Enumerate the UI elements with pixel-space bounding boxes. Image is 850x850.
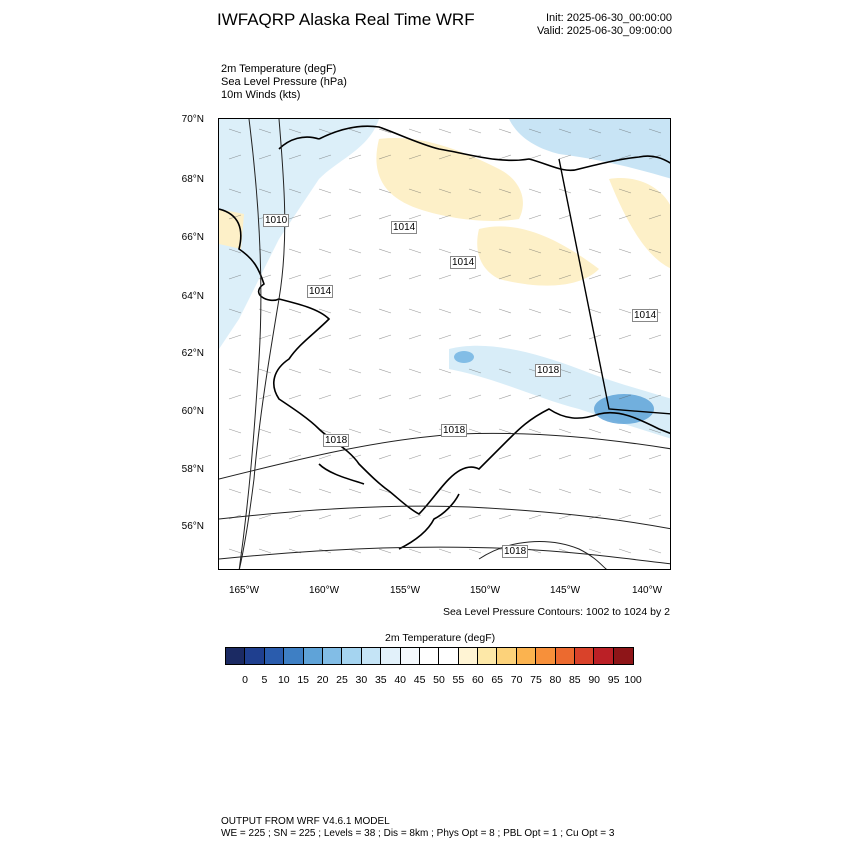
colorbar-label: 95 xyxy=(607,674,620,686)
colorbar-label: 55 xyxy=(452,674,465,686)
colorbar-swatch xyxy=(303,648,323,664)
colorbar-swatch xyxy=(245,648,265,664)
contour-label: 1014 xyxy=(307,285,334,298)
colorbar-label: 0 xyxy=(242,674,248,686)
colorbar-swatch xyxy=(439,648,459,664)
colorbar-swatch xyxy=(342,648,362,664)
contour-note: Sea Level Pressure Contours: 1002 to 102… xyxy=(442,606,670,618)
lat-label: 60°N xyxy=(181,406,204,417)
lon-label: 160°W xyxy=(308,585,340,596)
contour-label: 1018 xyxy=(535,364,562,377)
colorbar-swatch xyxy=(516,648,537,664)
colorbar-label: 80 xyxy=(549,674,562,686)
field-pressure: Sea Level Pressure (hPa) xyxy=(221,76,347,88)
colorbar-swatch xyxy=(613,648,634,664)
lat-label: 56°N xyxy=(181,521,204,532)
map-title: IWFAQRP Alaska Real Time WRF xyxy=(217,10,475,29)
field-temperature: 2m Temperature (degF) xyxy=(221,63,337,75)
colorbar-swatch xyxy=(458,648,479,664)
contour-label: 1010 xyxy=(263,214,290,227)
lon-label: 155°W xyxy=(389,585,421,596)
lat-label: 64°N xyxy=(181,291,204,302)
model-footer: OUTPUT FROM WRF V4.6.1 MODEL WE = 225 ; … xyxy=(221,816,614,840)
lon-label: 150°W xyxy=(469,585,501,596)
footer-config: WE = 225 ; SN = 225 ; Levels = 38 ; Dis … xyxy=(221,828,615,839)
init-time: Init: 2025-06-30_00:00:00 xyxy=(546,12,672,24)
colorbar-swatch xyxy=(400,648,420,664)
colorbar-swatch xyxy=(419,648,440,664)
colorbar-label: 10 xyxy=(277,674,290,686)
contour-label: 1018 xyxy=(502,545,529,558)
colorbar-title: 2m Temperature (degF) xyxy=(385,632,496,644)
colorbar-swatch xyxy=(478,648,498,664)
lat-label: 70°N xyxy=(181,114,204,125)
colorbar-swatch xyxy=(497,648,517,664)
colorbar-label: 50 xyxy=(433,674,445,686)
lat-label: 66°N xyxy=(181,232,204,243)
colorbar-swatch xyxy=(575,648,595,664)
colorbar-label: 70 xyxy=(510,674,523,686)
colorbar-label: 20 xyxy=(316,674,329,686)
colorbar-label: 100 xyxy=(624,674,642,686)
colorbar-label: 65 xyxy=(491,674,504,686)
colorbar-label: 60 xyxy=(471,674,484,686)
colorbar-label: 40 xyxy=(394,674,407,686)
colorbar-label: 25 xyxy=(336,674,348,686)
colorbar-swatch xyxy=(264,648,285,664)
border-line xyxy=(558,158,670,415)
colorbar-swatch xyxy=(226,648,246,664)
field-winds: 10m Winds (kts) xyxy=(221,89,301,101)
colorbar-label: 85 xyxy=(568,674,581,686)
run-times: Init: 2025-06-30_00:00:00 Valid: 2025-06… xyxy=(537,12,672,38)
contour-label: 1018 xyxy=(441,424,468,437)
coastline xyxy=(219,125,670,550)
colorbar-swatch xyxy=(594,648,614,664)
colorbar-swatch xyxy=(536,648,556,664)
lat-label: 68°N xyxy=(181,174,204,185)
lon-label: 165°W xyxy=(228,585,260,596)
map-panel[interactable]: 1010 1014 1014 1014 1014 1018 1018 1018 … xyxy=(218,118,671,570)
lon-label: 140°W xyxy=(631,585,663,596)
colorbar-swatch xyxy=(555,648,576,664)
colorbar-label: 30 xyxy=(355,674,368,686)
lat-label: 58°N xyxy=(181,464,204,475)
footer-model: OUTPUT FROM WRF V4.6.1 MODEL xyxy=(221,816,390,827)
colorbar-swatch xyxy=(284,648,304,664)
colorbar-swatch xyxy=(381,648,401,664)
colorbar-label: 90 xyxy=(588,674,601,686)
field-list: 2m Temperature (degF) Sea Level Pressure… xyxy=(221,63,347,102)
lat-label: 62°N xyxy=(181,348,204,359)
colorbar-label: 45 xyxy=(413,674,426,686)
colorbar-swatch xyxy=(361,648,382,664)
colorbar xyxy=(225,647,635,665)
colorbar-label: 5 xyxy=(261,674,268,686)
contour-label: 1018 xyxy=(323,434,350,447)
valid-time: Valid: 2025-06-30_09:00:00 xyxy=(537,25,672,37)
colorbar-swatch xyxy=(322,648,343,664)
colorbar-label: 35 xyxy=(374,674,387,686)
colorbar-label: 15 xyxy=(297,674,310,686)
contour-label: 1014 xyxy=(632,309,659,322)
contour-label: 1014 xyxy=(391,221,418,234)
colorbar-label: 75 xyxy=(530,674,542,686)
map-canvas xyxy=(219,119,670,569)
contour-label: 1014 xyxy=(450,256,477,269)
lon-label: 145°W xyxy=(549,585,581,596)
